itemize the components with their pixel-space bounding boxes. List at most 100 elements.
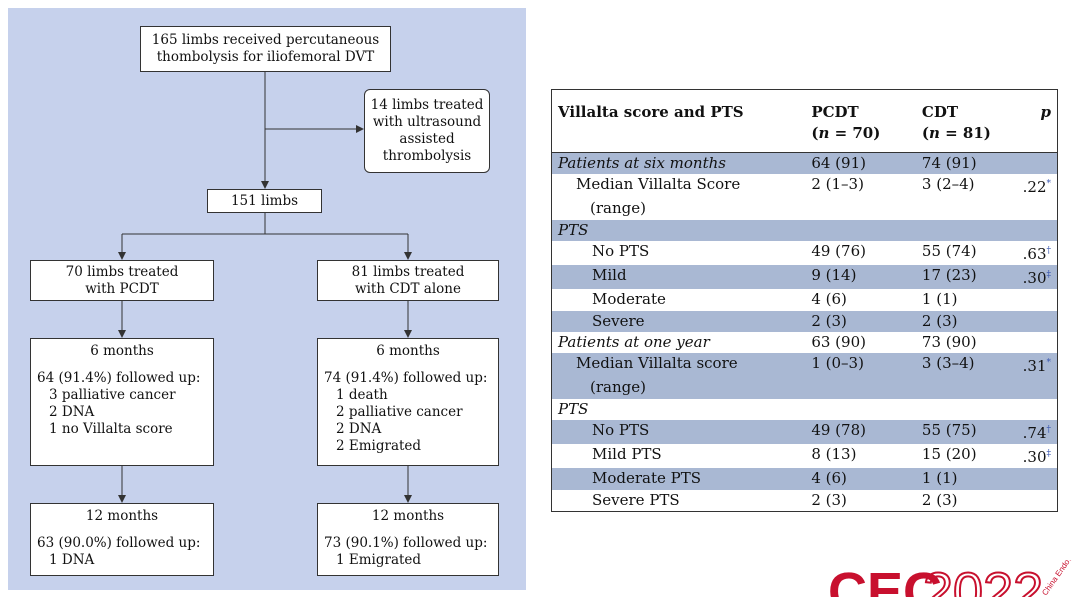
cell-cdt: 3 (2–4) [921,175,975,194]
row-label: Patients at six months [551,152,806,175]
row-label: (range) [590,199,646,218]
cell-p: .30‡ [1022,448,1052,467]
logo-year-text: 2022 [923,562,1043,597]
header-p: p [1016,89,1058,153]
box-line: thrombolysis [382,148,472,164]
box-pcdt-group: 70 limbs treated with PCDT [30,260,214,301]
table-row: Severe 2 (3) 2 (3) [551,310,1058,332]
box-item: 1 no Villalta score [49,421,173,437]
box-line: 14 limbs treated [370,97,484,113]
cell-pcdt [805,219,916,242]
cell-p [1017,332,1058,353]
box-item: 1 DNA [49,552,95,568]
cell-pcdt: 63 (90) [811,332,866,351]
cell-p [1017,490,1058,512]
table-row: Patients at six months 64 (91) 74 (91) [551,152,1058,175]
logo-text: CEC [828,562,942,597]
box-title: 12 months [371,508,445,524]
box-line: 165 limbs received percutaneous [151,32,380,48]
box-line: 151 limbs [230,192,299,209]
row-label: Mild PTS [592,445,662,464]
cell-cdt: 15 (20) [921,445,977,464]
flowchart-panel: 165 limbs received percutaneous thomboly… [8,8,526,590]
header-villalta: Villalta score and PTS [551,89,806,153]
cec-2022-logo: CEC 2022 China Endovascular [828,560,1080,597]
box-followed: 63 (90.0%) followed up: [37,535,201,551]
footnote-mark: ‡ [1046,449,1052,460]
cell-cdt [915,377,1017,399]
cell-p: .31* [1016,353,1058,378]
box-followed: 73 (90.1%) followed up: [324,535,488,551]
row-label: Mild [551,265,806,290]
cell-pcdt: 2 (1–3) [811,175,864,194]
cell-pcdt: 2 (3) [811,490,847,509]
row-label: No PTS [592,242,650,261]
table-row: Moderate PTS 4 (6) 1 (1) [551,468,1058,490]
box-line: with CDT alone [355,280,461,297]
box-item: 1 Emigrated [336,552,422,568]
footnote-mark: ‡ [1046,270,1052,281]
cell-cdt [916,399,1017,420]
table-header-row: Villalta score and PTS PCDT (n = 70) CDT… [551,89,1058,153]
row-label: Severe [551,310,806,332]
villalta-pts-table: Villalta score and PTS PCDT (n = 70) CDT… [551,89,1058,512]
cell-pcdt: 4 (6) [811,290,847,309]
cell-cdt: 55 (74) [921,242,977,261]
table-row: Mild PTS 8 (13) 15 (20) .30‡ [552,444,1058,468]
cell-cdt: 2 (3) [921,490,958,509]
cell-cdt: 17 (23) [915,265,1017,290]
box-cdt-group: 81 limbs treated with CDT alone [317,260,499,301]
cell-p [1016,310,1058,332]
cell-p [1017,399,1058,420]
box-item: 2 palliative cancer [336,404,463,420]
flowchart-connectors [118,72,412,503]
box-item: 2 DNA [49,404,95,420]
header-pcdt: PCDT (n = 70) [805,89,916,153]
box-line: 81 limbs treated [351,263,465,280]
table-row: Severe PTS 2 (3) 2 (3) [552,490,1058,512]
box-total-limbs: 165 limbs received percutaneous thomboly… [140,26,391,72]
table-row: No PTS 49 (76) 55 (74) .63† [552,241,1058,265]
box-line: with PCDT [85,280,159,297]
box-title: 6 months [376,343,440,359]
logo-side-text: China Endovascular [1040,560,1080,597]
table-row: Patients at one year 63 (90) 73 (90) [552,332,1058,353]
box-line: thombolysis for iliofemoral DVT [156,49,375,65]
box-cdt-twelve-months: 12 months 73 (90.1%) followed up: 1 Emig… [317,503,499,576]
box-followed: 74 (91.4%) followed up: [324,370,488,386]
box-item: 2 DNA [336,421,382,437]
box-item: 2 Emigrated [336,438,422,454]
row-label: Moderate [592,290,666,309]
box-followed: 64 (91.4%) followed up: [37,370,201,386]
footnote-mark: † [1046,246,1052,257]
row-label: Patients at one year [558,332,710,351]
box-remaining-limbs: 151 limbs [207,189,322,213]
cell-pcdt: 49 (76) [811,242,866,261]
cell-cdt: 2 (3) [915,310,1017,332]
cell-p [1016,468,1058,490]
box-item: 1 death [336,387,388,403]
cell-p: .30‡ [1016,265,1058,290]
cell-pcdt: 1 (0–3) [805,353,916,378]
row-label: Severe PTS [592,490,680,509]
header-cdt: CDT (n = 81) [915,89,1017,153]
box-title: 6 months [90,343,154,359]
cell-pcdt: 2 (3) [805,310,916,332]
box-pcdt-six-months: 6 months 64 (91.4%) followed up: 3 palli… [30,338,214,466]
cell-p: .63† [1022,245,1052,264]
cell-pcdt: 64 (91) [805,152,916,175]
table-row: Median Villalta score 1 (0–3) 3 (3–4) .31* [551,353,1058,378]
cell-p: .74† [1016,420,1058,445]
table-row: (range) [552,198,1058,219]
cell-pcdt [805,399,916,420]
table-row: Mild 9 (14) 17 (23) .30‡ [551,265,1058,290]
cell-p: .22* [1022,178,1051,197]
box-line: assisted [399,131,455,147]
row-label: PTS [551,219,806,242]
cell-cdt [915,219,1017,242]
box-pcdt-twelve-months: 12 months 63 (90.0%) followed up: 1 DNA [30,503,214,576]
table-row: Median Villalta Score 2 (1–3) 3 (2–4) .22* [552,174,1058,198]
cell-p [1017,289,1058,310]
cec-logo-mark: CEC 2022 China Endovascular [828,560,1080,597]
cell-cdt: 1 (1) [921,290,958,309]
